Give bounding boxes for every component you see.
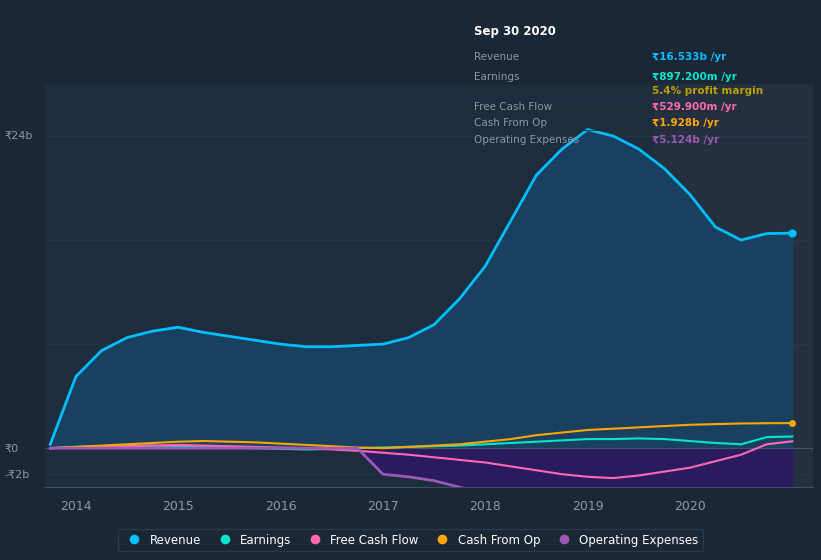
Text: ₹0: ₹0	[4, 443, 18, 453]
Text: ₹529.900m /yr: ₹529.900m /yr	[652, 102, 736, 112]
Text: -₹2b: -₹2b	[4, 469, 30, 479]
Text: Cash From Op: Cash From Op	[474, 118, 547, 128]
Text: Sep 30 2020: Sep 30 2020	[474, 25, 556, 39]
Text: ₹897.200m /yr: ₹897.200m /yr	[652, 72, 736, 82]
Text: ₹5.124b /yr: ₹5.124b /yr	[652, 134, 719, 144]
Text: ₹1.928b /yr: ₹1.928b /yr	[652, 118, 718, 128]
Text: Earnings: Earnings	[474, 72, 519, 82]
Text: Operating Expenses: Operating Expenses	[474, 134, 579, 144]
Legend: Revenue, Earnings, Free Cash Flow, Cash From Op, Operating Expenses: Revenue, Earnings, Free Cash Flow, Cash …	[118, 529, 703, 551]
Text: Free Cash Flow: Free Cash Flow	[474, 102, 552, 112]
Text: ₹24b: ₹24b	[4, 131, 33, 141]
Text: 5.4% profit margin: 5.4% profit margin	[652, 86, 763, 96]
Text: ₹16.533b /yr: ₹16.533b /yr	[652, 52, 726, 62]
Bar	[654, 84, 813, 487]
Text: Revenue: Revenue	[474, 52, 519, 62]
